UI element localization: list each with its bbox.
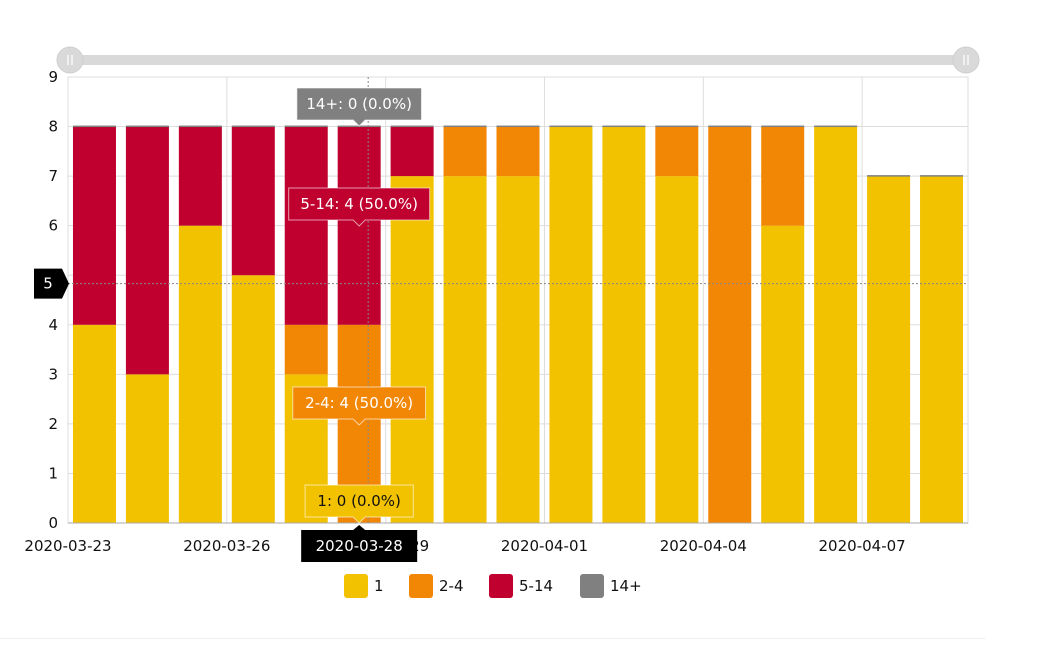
range-handle-right[interactable] [952,46,980,74]
bar-top-line [284,125,328,128]
bar-segment[interactable] [178,225,222,523]
x-tick-label: 2020-04-04 [660,537,747,555]
bar-top-line [549,125,593,128]
y-tick-label: 0 [48,514,58,532]
bar-top-line [496,125,540,128]
legend-label: 5-14 [519,577,553,595]
y-tick-label: 1 [48,464,58,482]
bar-segment[interactable] [761,126,805,226]
bar-top-line [655,125,699,128]
tooltip-5-14: 5-14: 4 (50.0%) [288,187,431,227]
bar-segment[interactable] [867,176,911,523]
tooltip-box [304,484,414,524]
tooltip-14+: 14+: 0 (0.0%) [296,87,422,127]
bar-segment[interactable] [443,126,487,177]
chart-tooltips: 14+: 0 (0.0%) 5-14: 4 (50.0%) 2-4: 4 (50.0… [288,87,431,524]
bar-segment[interactable] [390,126,434,177]
bar-top-line [602,125,646,128]
crosshair-x-label-box [301,525,418,562]
range-selector[interactable] [56,46,980,74]
x-tick-label: 2020-03-26 [183,537,270,555]
y-tick-label: 4 [48,316,58,334]
tooltip-text: 5-14: 4 (50.0%) [300,195,418,213]
y-tick-label: 3 [48,365,58,383]
bar-segment[interactable] [496,126,540,177]
bar-top-line [125,125,169,128]
chart-bars[interactable] [72,125,964,524]
tooltip-box [288,187,431,227]
tooltip-box [292,386,427,426]
bar-top-line [708,125,752,128]
bar-segment[interactable] [178,126,222,226]
x-tick-label: 2020-04-01 [501,537,588,555]
bar-segment[interactable] [231,275,275,523]
bar-segment[interactable] [390,176,434,523]
bar-segment[interactable] [284,324,328,375]
bar-top-line [231,125,275,128]
bar-segment[interactable] [549,126,593,524]
legend-swatch [409,574,433,598]
bar-segment[interactable] [125,374,169,523]
legend-swatch [344,574,368,598]
bar-segment[interactable] [655,126,699,177]
crosshair-x-label: 2020-03-28 [316,537,403,555]
crosshair-y-label-box [34,268,69,299]
y-tick-label: 8 [48,118,58,136]
bar-top-line [390,125,434,128]
tooltip-text: 1: 0 (0.0%) [317,492,401,510]
bar-segment[interactable] [814,126,858,524]
y-tick-label: 6 [48,217,58,235]
tooltip-text: 14+: 0 (0.0%) [306,95,412,113]
bar-segment[interactable] [655,176,699,523]
bar-top-line [72,125,116,128]
legend-swatch [489,574,513,598]
bar-segment[interactable] [708,126,752,524]
bar-segment[interactable] [72,126,116,325]
range-selector-track[interactable] [70,55,966,65]
legend-item[interactable]: 2-4 [409,574,464,598]
bar-segment[interactable] [920,176,964,523]
legend-item[interactable]: 1 [344,574,384,598]
bar-segment[interactable] [231,126,275,276]
bar-segment[interactable] [761,225,805,523]
bar-top-line [920,175,964,177]
legend-label: 1 [374,577,384,595]
x-tick-label: 2020-04-07 [819,537,906,555]
tooltip-text: 2-4: 4 (50.0%) [305,394,413,412]
bar-top-line [761,125,805,128]
range-handle-left[interactable] [56,46,84,74]
bar-segment[interactable] [602,126,646,524]
bar-segment[interactable] [443,176,487,523]
legend-item[interactable]: 14+ [580,574,642,598]
x-tick-label: 2020-03-23 [24,537,111,555]
bar-segment[interactable] [496,176,540,523]
tooltip-1: 1: 0 (0.0%) [304,484,414,524]
legend-item[interactable]: 5-14 [489,574,553,598]
bar-segment[interactable] [125,126,169,375]
range-handle-knob[interactable] [952,46,980,74]
y-tick-label: 9 [48,68,58,86]
tooltip-box [296,87,422,127]
chart-crosshair: 5 2020-03-28 [34,77,968,562]
legend-swatch [580,574,604,598]
y-tick-label: 7 [48,167,58,185]
page-divider [0,638,985,639]
bar-top-line [443,125,487,128]
bar-segment[interactable] [284,126,328,325]
bar-top-line [867,175,911,177]
bar-top-line [814,125,858,128]
chart-legend[interactable]: 1 2-4 5-14 14+ [344,574,642,598]
legend-label: 14+ [610,577,642,595]
tooltip-2-4: 2-4: 4 (50.0%) [292,386,427,426]
y-tick-label: 2 [48,415,58,433]
bar-top-line [178,125,222,128]
crosshair-y-label: 5 [43,275,53,293]
range-handle-knob[interactable] [56,46,84,74]
legend-label: 2-4 [439,577,464,595]
bar-segment[interactable] [72,324,116,523]
